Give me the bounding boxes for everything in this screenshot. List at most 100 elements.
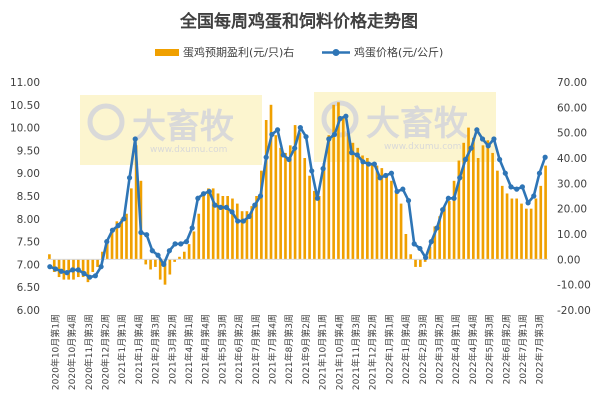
profit-bar bbox=[303, 158, 307, 260]
right-axis-tick-label: 40.00 bbox=[557, 153, 587, 165]
egg-price-point bbox=[514, 186, 520, 192]
egg-price-point bbox=[309, 168, 315, 174]
profit-bar bbox=[274, 135, 278, 260]
profit-bar bbox=[96, 259, 99, 267]
profit-bar bbox=[269, 104, 273, 260]
profit-bar bbox=[168, 259, 172, 275]
egg-price-point bbox=[246, 213, 252, 220]
profit-bar bbox=[399, 203, 403, 260]
profit-bar bbox=[491, 152, 494, 260]
egg-price-point bbox=[445, 195, 451, 201]
profit-bar bbox=[67, 259, 70, 280]
egg-price-point bbox=[343, 113, 349, 119]
x-axis-tick-label: 2021年4月第1周 bbox=[183, 314, 195, 384]
profit-bar bbox=[178, 256, 181, 260]
profit-bar bbox=[192, 231, 196, 260]
profit-bar bbox=[197, 213, 201, 260]
profit-bar bbox=[375, 165, 379, 260]
egg-price-point bbox=[434, 225, 440, 231]
egg-price-point bbox=[92, 273, 98, 279]
profit-bar bbox=[216, 193, 220, 260]
profit-bar bbox=[207, 188, 210, 260]
right-axis-tick-label: 50.00 bbox=[557, 128, 587, 140]
profit-bar bbox=[226, 196, 229, 260]
egg-price-point bbox=[366, 161, 372, 167]
x-axis-tick-label: 2021年8月第3周 bbox=[283, 314, 295, 384]
x-axis-tick-label: 2021年7月第1周 bbox=[250, 314, 262, 384]
right-axis-tick-label: 60.00 bbox=[557, 102, 587, 114]
profit-bar bbox=[370, 163, 374, 260]
profit-bar bbox=[361, 155, 364, 260]
x-axis-tick-label: 2021年2月第3周 bbox=[150, 314, 162, 384]
egg-price-point bbox=[303, 134, 309, 140]
egg-price-point bbox=[383, 172, 389, 179]
egg-price-point bbox=[161, 261, 167, 267]
egg-price-point bbox=[178, 241, 184, 247]
profit-bar bbox=[419, 259, 422, 267]
legend: 蛋鸡预期盈利(元/只)右 鸡蛋价格(元/公斤) bbox=[155, 45, 443, 59]
egg-price-point bbox=[468, 145, 474, 151]
x-axis-tick-label: 2022年5月第3周 bbox=[484, 314, 496, 384]
profit-bar bbox=[221, 196, 225, 260]
profit-bar bbox=[317, 196, 321, 260]
profit-bar bbox=[390, 180, 393, 260]
egg-price-point bbox=[326, 136, 332, 142]
x-axis-tick-label: 2020年12月第2周 bbox=[99, 314, 111, 390]
legend-bar-label: 蛋鸡预期盈利(元/只)右 bbox=[183, 45, 294, 59]
egg-price-polyline bbox=[49, 114, 547, 279]
chart-title: 全国每周鸡蛋和饲料价格走势图 bbox=[179, 11, 418, 32]
watermark-left-text: 大畜牧 bbox=[132, 107, 235, 147]
profit-bar bbox=[308, 175, 311, 260]
profit-bar bbox=[404, 234, 408, 260]
right-axis-tick-label: -20.00 bbox=[557, 305, 591, 317]
x-axis-tick-label: 2021年5月第3周 bbox=[216, 314, 228, 384]
egg-price-point bbox=[195, 195, 201, 201]
profit-bar bbox=[510, 198, 514, 260]
profit-bar bbox=[351, 142, 355, 260]
x-axis-tick-label: 2021年3月第2周 bbox=[166, 314, 178, 384]
x-axis-tick-label: 2020年11月第3周 bbox=[83, 314, 95, 390]
profit-bar bbox=[115, 221, 119, 260]
x-axis-tick-label: 2022年6月第2周 bbox=[500, 314, 512, 384]
left-axis-tick-label: 10.50 bbox=[10, 100, 40, 112]
egg-price-point bbox=[451, 195, 457, 201]
egg-price-point bbox=[371, 161, 377, 167]
left-axis-tick-label: 6.00 bbox=[17, 305, 40, 317]
watermark-right: 大畜牧 www.dxumu.com bbox=[314, 92, 496, 162]
x-axis: 2020年10月第1周 2020年10月第4周 2020年11月第3周 2020年12… bbox=[49, 314, 545, 390]
profit-bar bbox=[202, 193, 205, 260]
egg-price-point bbox=[360, 159, 366, 165]
egg-price-point bbox=[542, 154, 548, 160]
legend-line-marker bbox=[332, 49, 340, 56]
egg-price-point bbox=[263, 154, 269, 160]
profit-bar bbox=[520, 203, 523, 260]
right-axis-tick-label: 70.00 bbox=[557, 77, 587, 89]
profit-bar bbox=[414, 259, 417, 267]
egg-price-point bbox=[121, 216, 127, 222]
egg-price-point bbox=[206, 188, 212, 195]
x-axis-tick-label: 2022年7月第3周 bbox=[534, 314, 546, 384]
egg-price-point bbox=[189, 225, 195, 231]
profit-bar bbox=[110, 228, 114, 260]
profit-bar bbox=[476, 158, 480, 260]
egg-price-point bbox=[149, 248, 155, 254]
legend-line-label: 鸡蛋价格(元/公斤) bbox=[354, 45, 443, 59]
profit-bar bbox=[134, 145, 138, 260]
x-axis-tick-label: 2021年9月第2周 bbox=[300, 314, 312, 384]
profit-bar bbox=[505, 193, 509, 260]
egg-price-point bbox=[462, 156, 469, 163]
profit-bar bbox=[91, 259, 95, 272]
right-axis-tick-label: 30.00 bbox=[557, 178, 587, 190]
egg-price-point bbox=[479, 136, 486, 142]
right-axis-tick-label: 10.00 bbox=[557, 229, 587, 241]
x-axis-tick-label: 2021年7月第4周 bbox=[266, 314, 278, 384]
egg-price-point bbox=[474, 127, 480, 133]
profit-bar bbox=[187, 244, 191, 260]
profit-bar bbox=[52, 259, 56, 272]
egg-price-point bbox=[104, 239, 110, 245]
x-axis-tick-label: 2021年1月第4周 bbox=[133, 314, 145, 384]
egg-price-point bbox=[457, 175, 463, 181]
left-axis-tick-label: 9.50 bbox=[17, 145, 40, 157]
egg-price-point bbox=[348, 150, 355, 156]
